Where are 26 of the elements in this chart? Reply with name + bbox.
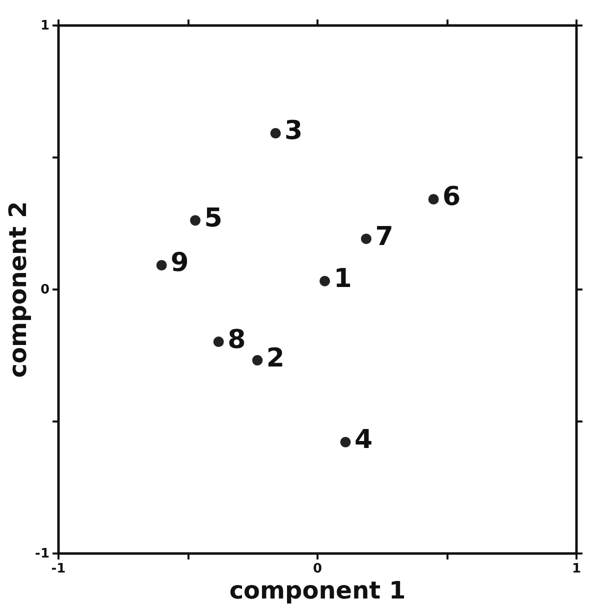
annotation: 8 — [228, 324, 246, 355]
y-tick-label: 0 — [40, 282, 50, 298]
x-tick-label: -1 — [51, 562, 66, 576]
point — [340, 436, 351, 448]
point — [320, 276, 330, 286]
y-tick-label: 1 — [40, 18, 50, 34]
annotation: 5 — [204, 203, 222, 234]
annotation: 1 — [334, 264, 352, 294]
x-axis-title: component 1 — [229, 576, 406, 604]
annotation: 7 — [375, 222, 394, 252]
point — [190, 215, 201, 226]
annotation: 4 — [354, 425, 373, 456]
x-tick-label: 0 — [312, 562, 322, 576]
annotation: 9 — [170, 248, 189, 278]
annotation: 3 — [284, 116, 303, 146]
y-tick-label: -1 — [35, 546, 50, 562]
point — [156, 260, 167, 270]
annotation: 2 — [266, 343, 285, 374]
point — [360, 234, 372, 244]
point — [213, 336, 224, 348]
x-tick-label: 1 — [572, 562, 582, 576]
y-axis-title: component 2 — [4, 201, 32, 378]
annotation: 6 — [442, 182, 461, 212]
point — [428, 194, 439, 204]
point — [270, 128, 281, 138]
point — [252, 355, 263, 366]
